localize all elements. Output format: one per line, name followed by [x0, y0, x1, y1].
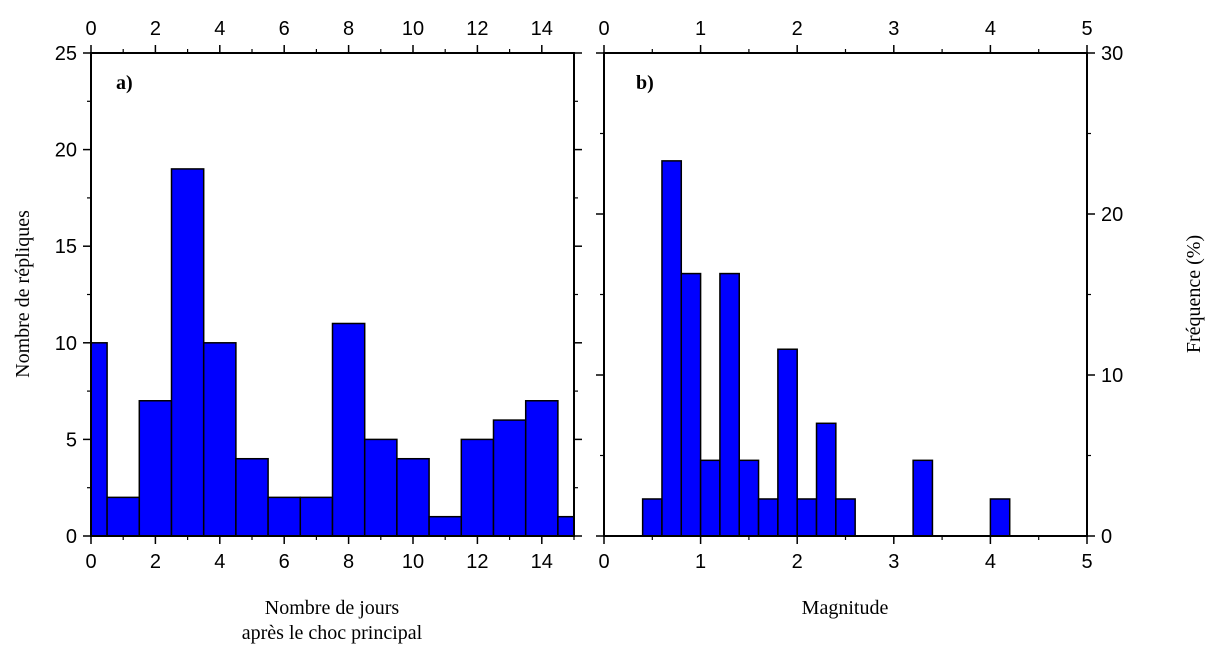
x-tick-label-top: 5 [1081, 18, 1092, 40]
x-tick-label: 0 [598, 551, 609, 573]
panel-b-ylabel: Fréquence (%) [1183, 235, 1205, 353]
x-tick-label: 6 [279, 551, 290, 573]
histogram-bar [835, 498, 856, 537]
y-tick-label: 0 [66, 526, 77, 548]
histogram-bar [428, 515, 463, 537]
panel-a-bars [90, 168, 575, 537]
y-tick-label: 5 [66, 429, 77, 451]
histogram-bar [267, 496, 302, 537]
x-tick-label-top: 0 [85, 18, 96, 40]
histogram-bar [719, 272, 740, 537]
y-tick-label: 10 [55, 333, 77, 355]
x-tick-label-top: 3 [888, 18, 899, 40]
histogram-bar [699, 459, 721, 537]
histogram-bar [912, 459, 934, 537]
y-tick-label-right: 20 [1101, 204, 1123, 226]
histogram-bar [989, 498, 1011, 537]
x-tick-label: 2 [150, 551, 161, 573]
histogram-bar [777, 348, 798, 537]
histogram-bar [815, 422, 837, 537]
y-tick-label-right: 30 [1101, 43, 1123, 65]
histogram-bar [90, 342, 108, 537]
x-tick-label-top: 8 [343, 18, 354, 40]
x-tick-label: 0 [85, 551, 96, 573]
panel-a-xlabel-line2: après le choc principal [242, 622, 423, 644]
histogram-bar [557, 515, 575, 537]
histogram-bar [492, 419, 527, 537]
x-tick-label: 12 [466, 551, 488, 573]
histogram-bar [202, 342, 237, 537]
histogram-bar [331, 322, 366, 537]
panel-b-xlabel: Magnitude [802, 597, 889, 619]
panel-a-xlabel-line1: Nombre de jours [265, 597, 400, 619]
x-tick-label-top: 12 [466, 18, 488, 40]
histogram-bar [170, 168, 205, 537]
x-tick-label: 5 [1081, 551, 1092, 573]
panel-a-label: a) [116, 72, 133, 94]
x-tick-label-top: 6 [279, 18, 290, 40]
y-tick-label: 25 [55, 43, 77, 65]
histogram-bar [460, 438, 495, 537]
histogram-bar [235, 457, 269, 537]
histogram-bar [641, 498, 663, 537]
histogram-bar [138, 400, 173, 537]
histogram-bar [680, 272, 702, 537]
histogram-bar [396, 457, 430, 537]
histogram-bar [661, 160, 683, 537]
x-tick-label: 10 [402, 551, 424, 573]
x-tick-label-top: 4 [214, 18, 225, 40]
panel-a-ylabel: Nombre de répliques [12, 210, 34, 378]
histogram-bar [524, 400, 559, 537]
x-tick-label-top: 2 [150, 18, 161, 40]
y-tick-label: 15 [55, 236, 77, 258]
x-tick-label: 14 [531, 551, 553, 573]
histogram-bar [363, 438, 398, 537]
x-tick-label: 1 [695, 551, 706, 573]
histogram-bar [796, 498, 818, 537]
histogram-bar [738, 459, 760, 537]
x-tick-label: 2 [792, 551, 803, 573]
x-tick-label-top: 0 [598, 18, 609, 40]
x-tick-label: 8 [343, 551, 354, 573]
x-tick-label: 4 [214, 551, 225, 573]
x-tick-label: 4 [985, 551, 996, 573]
histogram-bar [106, 496, 141, 537]
histogram-bar [757, 498, 779, 537]
panel-b-label: b) [636, 72, 654, 94]
panel-b-bars [641, 160, 1011, 537]
x-tick-label: 3 [888, 551, 899, 573]
x-tick-label-top: 4 [985, 18, 996, 40]
histogram-bar [299, 496, 334, 537]
y-tick-label: 20 [55, 140, 77, 162]
x-tick-label-top: 10 [402, 18, 424, 40]
y-tick-label-right: 10 [1101, 365, 1123, 387]
x-tick-label-top: 2 [792, 18, 803, 40]
x-tick-label-top: 1 [695, 18, 706, 40]
x-tick-label-top: 14 [531, 18, 553, 40]
y-tick-label-right: 0 [1101, 526, 1112, 548]
